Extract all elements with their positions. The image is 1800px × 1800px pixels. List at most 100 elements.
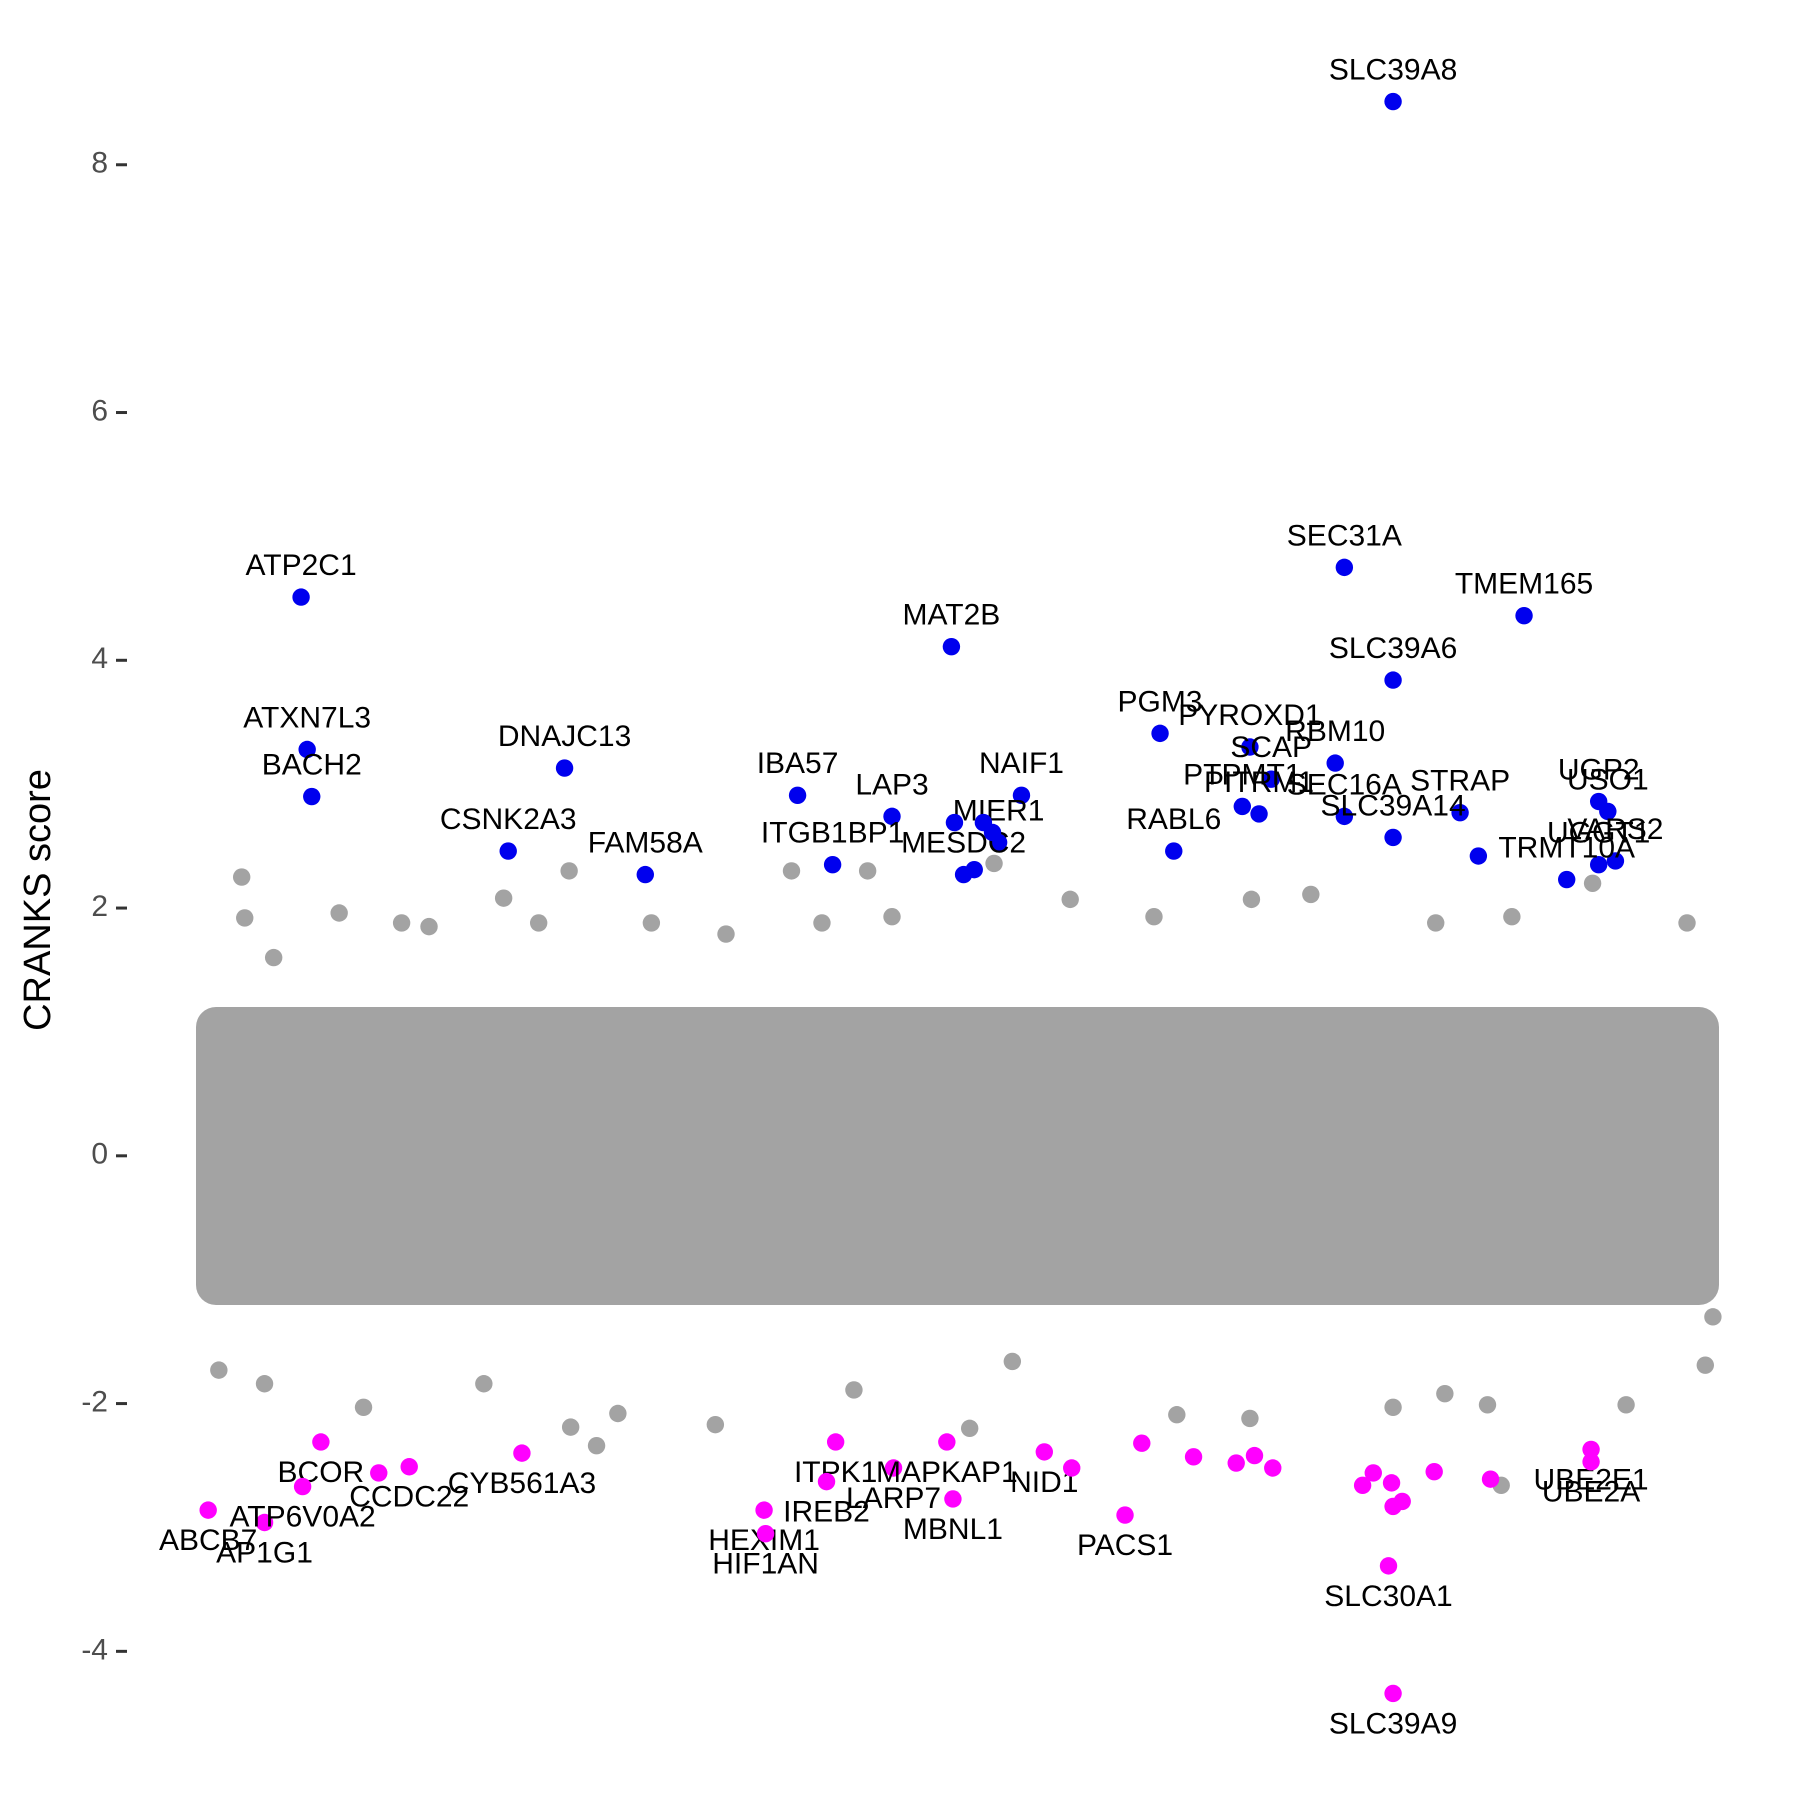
point	[555, 759, 574, 777]
point	[938, 1433, 956, 1451]
point	[1589, 855, 1608, 874]
point	[1478, 1396, 1497, 1414]
point-label: SLC39A8	[1329, 54, 1457, 87]
point-label: SLC39A6	[1329, 632, 1457, 665]
point-label: FAM58A	[588, 827, 703, 860]
point	[1353, 1476, 1372, 1495]
point	[1241, 1409, 1259, 1428]
point	[292, 588, 310, 606]
point	[755, 1501, 773, 1519]
point-label: SCAP	[1230, 731, 1312, 764]
point-label: AP1G1	[216, 1536, 313, 1569]
point	[1425, 1463, 1443, 1481]
point-label: UBE2A	[1542, 1476, 1640, 1509]
point	[354, 1398, 373, 1416]
point	[965, 860, 983, 879]
point	[400, 1458, 418, 1476]
point-label: MESDC2	[901, 827, 1026, 860]
point-label: TMEM165	[1455, 568, 1593, 601]
point-label: MAT2B	[903, 599, 1001, 632]
point-label: SLC39A9	[1329, 1707, 1457, 1740]
point	[1382, 1474, 1401, 1492]
point	[1384, 1684, 1402, 1703]
point	[1704, 1308, 1722, 1326]
point	[1503, 908, 1521, 926]
point	[312, 1433, 330, 1451]
point	[1264, 1459, 1282, 1477]
point	[1451, 803, 1469, 822]
point-label: RBM10	[1285, 715, 1385, 748]
point	[1335, 807, 1354, 826]
point-label: MBNL1	[903, 1513, 1003, 1546]
point	[232, 868, 251, 886]
point	[983, 823, 1002, 842]
point	[1379, 1557, 1398, 1575]
point	[642, 914, 661, 932]
point	[1003, 1352, 1022, 1371]
point	[985, 854, 1003, 873]
point	[1302, 885, 1320, 904]
point	[1582, 1453, 1600, 1471]
point-label: PITRM1	[1204, 766, 1314, 799]
y-tick-label: 6	[91, 394, 108, 427]
point-label: MAPKAP1	[876, 1456, 1018, 1489]
point	[1184, 1448, 1203, 1466]
point	[883, 807, 901, 826]
point-label: CCDC22	[349, 1481, 469, 1514]
point-label: ABCB7	[159, 1524, 257, 1557]
point-label: ATXN7L3	[243, 701, 371, 734]
point	[1599, 802, 1617, 821]
point	[587, 1436, 606, 1455]
point-label: ITPK1	[794, 1456, 877, 1489]
point-label: TRMT10A	[1498, 831, 1635, 864]
point	[293, 1477, 312, 1496]
point-label: SEC16A	[1287, 768, 1402, 801]
point-label: RABL6	[1126, 803, 1221, 836]
point	[717, 925, 735, 943]
point-label: SLC30A1	[1324, 1580, 1452, 1613]
point-label: IBA57	[757, 747, 839, 780]
point	[706, 1415, 725, 1434]
point	[1335, 558, 1354, 577]
point	[782, 862, 801, 880]
point	[529, 914, 548, 932]
point	[1696, 1356, 1714, 1374]
point-label: ITGB1BP1	[761, 817, 904, 850]
point	[960, 1419, 979, 1438]
point	[823, 855, 842, 874]
point-label: ATP6V0A2	[230, 1501, 376, 1534]
point	[236, 909, 254, 927]
point	[499, 842, 517, 860]
point	[1262, 770, 1280, 788]
point	[1145, 908, 1163, 926]
point-label: BCOR	[278, 1456, 365, 1489]
point	[1168, 1406, 1186, 1424]
point	[1582, 1440, 1600, 1459]
point	[210, 1361, 228, 1379]
point	[826, 1433, 845, 1451]
point	[788, 786, 807, 805]
point	[298, 740, 316, 759]
point-label: UGGT1	[1547, 817, 1650, 850]
dense-point-cloud	[196, 1007, 1719, 1305]
point-label: PYROXD1	[1178, 699, 1321, 732]
point	[1678, 914, 1696, 932]
point	[1242, 890, 1261, 909]
point	[1326, 754, 1344, 772]
point	[255, 1513, 274, 1532]
point	[1384, 671, 1402, 689]
point	[1436, 1384, 1454, 1403]
point	[944, 1490, 962, 1508]
point	[883, 908, 901, 926]
point-label: LAP3	[855, 768, 928, 801]
point-label: LARP7	[846, 1482, 941, 1515]
point	[1250, 805, 1268, 823]
point	[817, 1472, 836, 1491]
point	[264, 948, 283, 967]
point	[392, 914, 411, 932]
point	[199, 1501, 217, 1519]
point	[1012, 786, 1031, 805]
y-tick-label: 4	[91, 642, 108, 675]
point-label: BACH2	[262, 748, 362, 781]
